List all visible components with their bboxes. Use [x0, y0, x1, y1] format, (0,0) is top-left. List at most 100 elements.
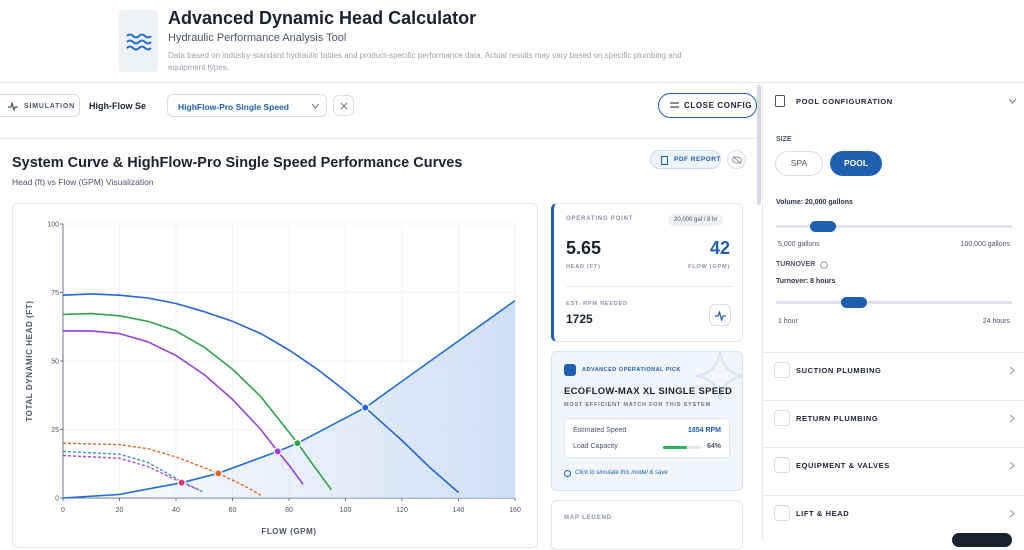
- divider: [0, 138, 757, 139]
- mode-chip[interactable]: SIMULATION: [0, 94, 80, 117]
- curve: [62, 454, 199, 491]
- pick-action[interactable]: Click to simulate this model & save: [575, 470, 668, 476]
- section-row[interactable]: SUCTION PLUMBING: [763, 352, 1024, 399]
- load-label: Load Capacity: [573, 443, 618, 450]
- model-select[interactable]: HighFlow-Pro Single Speed: [167, 94, 327, 117]
- x-tick-label: 160: [509, 507, 521, 514]
- pick-model: ECOFLOW-MAX XL SINGLE SPEED: [564, 386, 733, 397]
- logo: [119, 10, 158, 72]
- chart-title: System Curve & HighFlow-Pro Single Speed…: [12, 155, 463, 171]
- legend-title: MAP LEGEND: [564, 515, 612, 521]
- curve: [62, 293, 460, 494]
- chevron: [1010, 367, 1015, 374]
- section-title: LIFT & HEAD: [796, 508, 850, 518]
- speed-label: Estimated Speed: [573, 427, 627, 434]
- op-head-label: HEAD (FT): [566, 264, 601, 270]
- section-row[interactable]: RETURN PLUMBING: [763, 399, 1024, 447]
- op-flow-label: FLOW (GPM): [688, 264, 730, 270]
- turnover-track: [776, 301, 1012, 304]
- pick-tagline: MOST EFFICIENT MATCH FOR THIS SYSTEM: [564, 402, 711, 408]
- model: HighFlow-Pro Single Speed: [178, 102, 289, 112]
- x-axis-label: FLOW (GPM): [261, 527, 316, 536]
- y-tick-label: 25: [51, 427, 59, 434]
- curve: [62, 442, 262, 496]
- rpm-label: EST. RPM NEEDED: [566, 301, 628, 307]
- operating-point: [361, 403, 370, 412]
- operating-point: [273, 447, 282, 456]
- y-axis-label: TOTAL DYNAMIC HEAD (FT): [25, 300, 34, 421]
- clear-button[interactable]: [333, 95, 354, 116]
- close-config-button[interactable]: CLOSE CONFIG: [658, 93, 757, 118]
- section-icon: [774, 409, 790, 426]
- op-flow: 42: [709, 238, 730, 258]
- section-title: RETURN PLUMBING: [796, 413, 879, 423]
- chart: TOTAL DYNAMIC HEAD (FT) FLOW (GPM) 0 25 50…: [25, 222, 521, 537]
- pulse-icon: [8, 102, 18, 111]
- section-row[interactable]: EQUIPMENT & VALVES: [763, 447, 1024, 494]
- file-icon: [661, 156, 668, 165]
- pool-button[interactable]: POOL: [830, 151, 882, 176]
- chat-button[interactable]: [952, 533, 1012, 547]
- volume-thumb[interactable]: [810, 221, 836, 232]
- pulse-button[interactable]: [709, 304, 731, 326]
- op-rate: 20,000 gal / 8 hr: [668, 214, 724, 226]
- brand-select[interactable]: High-Flow Se: [89, 101, 146, 111]
- rpm: 1725: [566, 312, 593, 326]
- volume-track: [776, 225, 1012, 228]
- y-tick-label: 0: [55, 496, 59, 503]
- x-tick-label: 20: [116, 507, 124, 514]
- mode: SIMULATION: [24, 103, 76, 110]
- pulse-icon: [715, 311, 726, 321]
- x-tick-label: 100: [340, 507, 352, 514]
- volume: Volume: 20,000 gallons: [776, 199, 853, 206]
- pick-card[interactable]: ADVANCED OPERATIONAL PICK ECOFLOW-MAX XL…: [551, 351, 743, 491]
- x-icon: [340, 102, 348, 110]
- section-icon: [774, 504, 790, 521]
- panel-border: [762, 83, 763, 540]
- pick-badge: ADVANCED OPERATIONAL PICK: [582, 367, 681, 373]
- turnover-min: 1 hour: [778, 318, 798, 325]
- operating-point: [293, 438, 302, 448]
- scrollbar[interactable]: [757, 85, 761, 205]
- area: [63, 300, 515, 498]
- sparkle: [695, 352, 742, 401]
- sliders-icon: [670, 102, 679, 108]
- eye-off-icon: [732, 156, 742, 164]
- turnover: Turnover: 8 hours: [776, 278, 836, 285]
- chart-subtitle: Head (ft) vs Flow (GPM) Visualization: [12, 177, 154, 187]
- logo-icon: [126, 33, 152, 51]
- badge-icon: [564, 364, 576, 376]
- chevron: [1009, 99, 1016, 104]
- config-title[interactable]: POOL CONFIGURATION: [796, 97, 893, 106]
- divider: [0, 82, 1024, 83]
- legend-card: MAP LEGEND: [551, 500, 743, 550]
- info-icon: [564, 470, 571, 477]
- section-title: SUCTION PLUMBING: [796, 366, 882, 375]
- section-row[interactable]: LIFT & HEAD: [763, 494, 1024, 542]
- pdf-report-button[interactable]: PDF REPORT: [650, 150, 721, 169]
- y-tick-label: 100: [47, 222, 59, 229]
- hide-button[interactable]: [727, 150, 746, 169]
- x-tick-label: 0: [61, 507, 65, 514]
- turnover-thumb[interactable]: [841, 297, 867, 308]
- section-title: EQUIPMENT & VALVES: [796, 461, 890, 470]
- volume-min: 5,000 gallons: [778, 241, 820, 248]
- x-tick-label: 60: [229, 507, 237, 514]
- load: 64%: [706, 443, 721, 450]
- operating-point: [177, 478, 186, 487]
- spa-button[interactable]: SPA: [775, 151, 823, 176]
- close-config: CLOSE CONFIG: [684, 101, 753, 110]
- y-tick-label: 75: [51, 290, 59, 297]
- pdf-report: PDF REPORT: [674, 156, 721, 163]
- chevron: [1010, 509, 1015, 517]
- pool-icon: [775, 95, 785, 107]
- turnover-label: TURNOVER: [776, 261, 816, 268]
- pick-stats: Estimated Speed 1854 RPM Load Capacity 6…: [564, 418, 730, 458]
- speed: 1854 RPM: [687, 427, 721, 434]
- op-label: OPERATING POINT: [566, 216, 634, 222]
- op-head: 5.65: [566, 238, 602, 258]
- x-tick-label: 140: [453, 507, 465, 514]
- load-track: [663, 446, 701, 449]
- curve: [62, 450, 205, 494]
